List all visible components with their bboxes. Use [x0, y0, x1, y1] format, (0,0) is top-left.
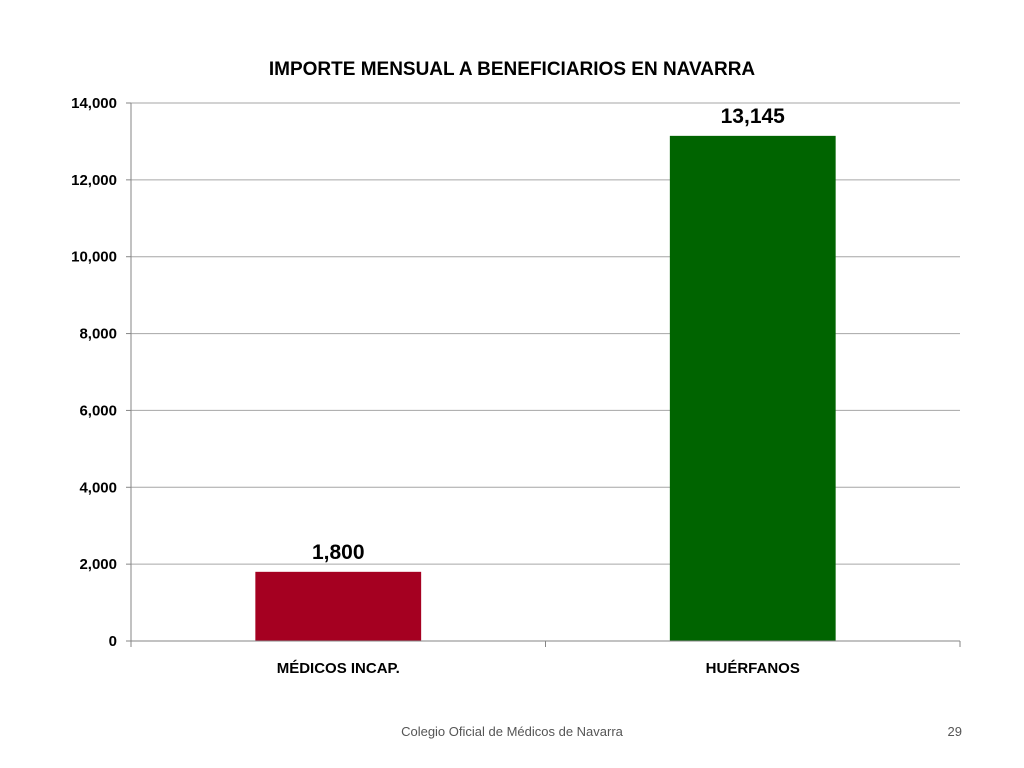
y-tick-label: 10,000	[71, 249, 117, 266]
labels: 0 2,000 4,000 6,000 8,000 10,000 12,000 14,000 1…	[71, 95, 800, 677]
category-label: HUÉRFANOS	[706, 660, 800, 677]
page-number: 29	[947, 724, 962, 739]
y-tick-label: 4,000	[79, 479, 117, 496]
bars	[255, 135, 836, 641]
data-label: 13,145	[721, 105, 786, 128]
gridlines	[131, 102, 960, 565]
y-tick-label: 14,000	[71, 95, 117, 112]
bar	[255, 571, 422, 641]
footer-organization: Colegio Oficial de Médicos de Navarra	[401, 724, 623, 739]
y-tick-label: 12,000	[71, 172, 117, 189]
y-tick-label: 2,000	[79, 556, 117, 573]
axes	[126, 102, 961, 647]
y-tick-label: 8,000	[79, 326, 117, 343]
y-tick-label: 0	[109, 633, 117, 650]
chart-title: IMPORTE MENSUAL A BENEFICIARIOS EN NAVAR…	[269, 59, 756, 80]
category-label: MÉDICOS INCAP.	[277, 660, 400, 677]
bar	[669, 135, 836, 641]
data-label: 1,800	[312, 541, 365, 564]
y-tick-label: 6,000	[79, 402, 117, 419]
